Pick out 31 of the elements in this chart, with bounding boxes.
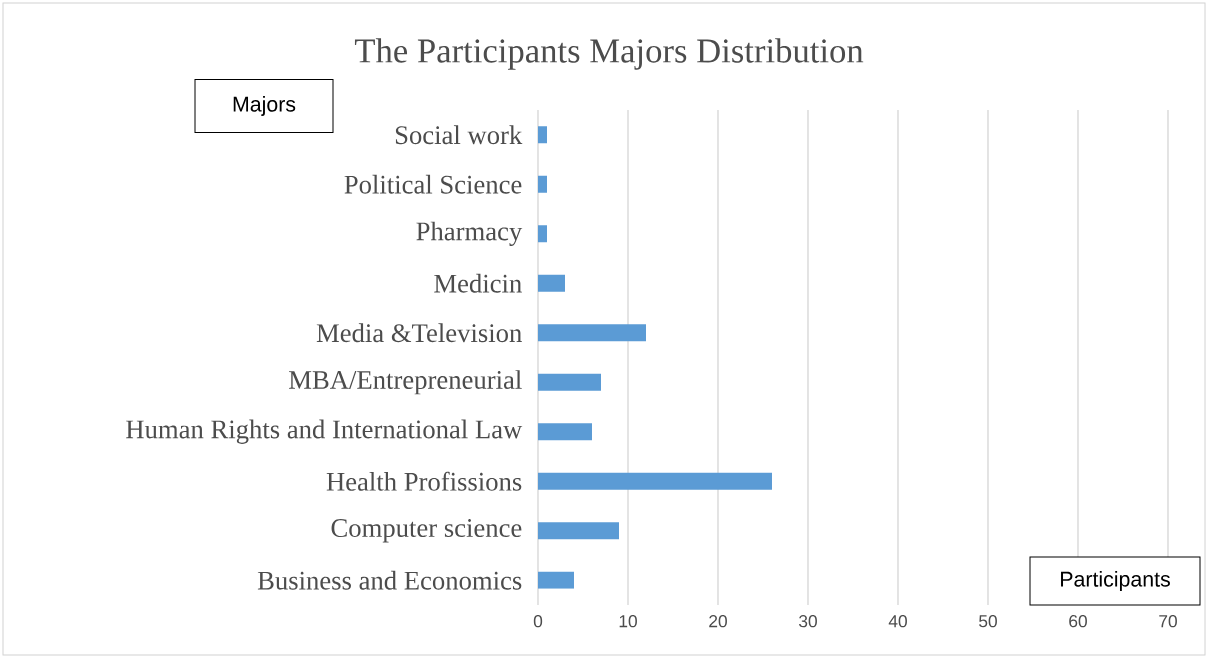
chart-title: The Participants Majors Distribution bbox=[354, 38, 864, 70]
y-tick-label: Health Profissions bbox=[326, 471, 522, 491]
bar bbox=[538, 522, 619, 540]
x-tick-label: 40 bbox=[888, 615, 907, 628]
y-tick-label: Business and Economics bbox=[257, 570, 522, 590]
bar bbox=[538, 472, 772, 490]
x-tick-label: 60 bbox=[1069, 615, 1087, 628]
bar bbox=[538, 324, 646, 342]
y-tick-label: Political Science bbox=[344, 174, 522, 194]
bar bbox=[538, 571, 574, 589]
x-axis-title: Participants bbox=[1061, 571, 1170, 591]
bar bbox=[538, 373, 601, 391]
x-tick-label: 0 bbox=[533, 615, 543, 628]
x-tick-label: 50 bbox=[979, 615, 997, 628]
y-tick-label: Pharmacy bbox=[416, 221, 523, 246]
bar bbox=[538, 274, 565, 292]
bar bbox=[538, 423, 592, 441]
x-tick-label: 70 bbox=[1159, 615, 1177, 628]
y-tick-label: MBA/Entrepreneurial bbox=[289, 370, 522, 395]
bar bbox=[538, 126, 547, 144]
y-tick-label: Media &Television bbox=[316, 323, 522, 343]
y-axis-title: Majors bbox=[233, 96, 296, 116]
bar bbox=[538, 175, 547, 193]
x-tick-label: 20 bbox=[709, 615, 727, 628]
x-tick-label: 10 bbox=[619, 615, 637, 628]
bar bbox=[538, 225, 547, 243]
x-tick-label: 30 bbox=[799, 615, 817, 628]
y-tick-label: Human Rights and International Law bbox=[126, 419, 523, 444]
y-tick-label: Medicin bbox=[434, 273, 522, 293]
y-tick-label: Social work bbox=[395, 125, 523, 145]
y-tick-label: Computer science bbox=[331, 519, 522, 543]
